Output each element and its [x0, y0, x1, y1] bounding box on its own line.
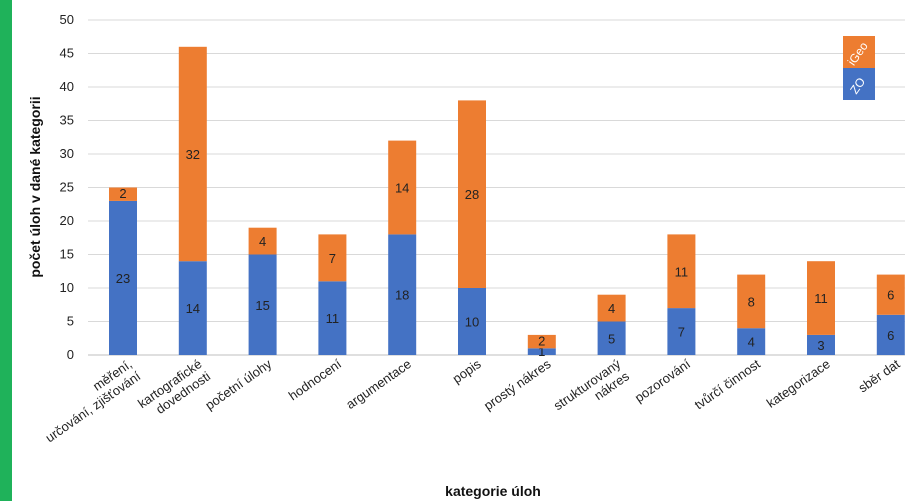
x-tick-label: sběr dat — [855, 356, 902, 395]
data-label: 4 — [608, 301, 615, 316]
data-label: 4 — [748, 335, 755, 350]
grid-lines — [88, 19, 905, 356]
green-edge-strip — [0, 0, 12, 501]
data-label: 2 — [538, 334, 545, 349]
data-label: 1 — [538, 344, 545, 359]
y-axis-title: počet úloh v dané kategorii — [27, 96, 43, 277]
x-tick-label: kategorizace — [764, 356, 833, 411]
svg-text:popis: popis — [450, 356, 484, 386]
bar-segment-igeo — [807, 261, 835, 335]
y-tick-label: 40 — [60, 79, 74, 94]
svg-text:strukturovanýnákres: strukturovanýnákres — [551, 356, 633, 426]
svg-text:pozorování: pozorování — [632, 356, 694, 405]
x-axis-title: kategorie úloh — [445, 483, 541, 499]
bar-segment-zo — [876, 314, 905, 355]
bar-segment-zo — [737, 328, 766, 355]
x-tick-labels: měření,určování, zjišťováníkartografické… — [34, 356, 903, 445]
y-tick-labels: 0 5 10 15 20 25 30 35 40 45 50 — [60, 12, 74, 362]
bar-segment-igeo — [458, 100, 486, 289]
bar-segment-zo — [458, 288, 486, 355]
bar-segment-igeo — [527, 334, 556, 349]
x-tick-label: prostý nákres — [481, 356, 554, 413]
data-label: 23 — [116, 271, 130, 286]
bar-segment-igeo — [109, 187, 137, 201]
y-tick-label: 20 — [60, 213, 74, 228]
x-tick-label: pozorování — [632, 356, 694, 405]
bar-segment-zo — [667, 308, 696, 355]
x-tick-label: strukturovanýnákres — [551, 356, 633, 426]
y-tick-label: 15 — [60, 247, 74, 262]
data-label: 10 — [465, 315, 479, 330]
bar-segment-igeo — [597, 294, 626, 322]
data-label: 18 — [395, 288, 409, 303]
y-tick-label: 45 — [60, 46, 74, 61]
svg-text:sběr dat: sběr dat — [855, 356, 902, 395]
data-label: 7 — [678, 325, 685, 340]
svg-text:tvůrčí činnost: tvůrčí činnost — [692, 356, 764, 412]
bar-segment-igeo — [178, 46, 207, 262]
x-tick-label: popis — [450, 356, 484, 386]
y-tick-label: 0 — [67, 347, 74, 362]
data-label: 14 — [395, 181, 409, 196]
svg-text:kartografickédovednosti: kartografickédovednosti — [135, 356, 213, 423]
legend-swatch-zo — [843, 68, 875, 100]
bar-segment-zo — [388, 234, 417, 355]
bar-segment-zo — [248, 254, 277, 355]
data-label: 11 — [814, 291, 828, 306]
data-label: 11 — [675, 264, 689, 279]
x-tick-label: tvůrčí činnost — [692, 356, 764, 412]
data-label: 28 — [465, 187, 479, 202]
bar-segment-igeo — [876, 274, 905, 315]
data-label: 2 — [119, 186, 126, 201]
bar-segment-zo — [178, 261, 207, 355]
svg-text:měření,určování, zjišťování: měření,určování, zjišťování — [34, 356, 144, 445]
svg-text:kategorizace: kategorizace — [764, 356, 833, 411]
data-label: 14 — [186, 301, 200, 316]
bar-segment-zo — [527, 348, 556, 355]
y-tick-label: 25 — [60, 180, 74, 195]
y-tick-label: 30 — [60, 146, 74, 161]
bar-segment-igeo — [737, 274, 766, 329]
data-label: 6 — [887, 328, 894, 343]
bar-segment-igeo — [667, 234, 696, 309]
data-label: 8 — [748, 294, 755, 309]
x-tick-label: početní úlohy — [202, 356, 274, 413]
bar-segment-igeo — [248, 227, 277, 255]
bar-segment-igeo — [388, 140, 417, 235]
y-tick-label: 50 — [60, 12, 74, 27]
x-tick-label: argumentace — [343, 356, 414, 412]
data-label: 5 — [608, 331, 615, 346]
bar-segment-zo — [807, 334, 835, 355]
y-tick-label: 35 — [60, 113, 74, 128]
bar-segment-zo — [318, 281, 347, 355]
svg-text:argumentace: argumentace — [343, 356, 414, 412]
data-label: 32 — [186, 147, 200, 162]
x-tick-label: hodnocení — [286, 356, 345, 403]
data-label: 7 — [329, 251, 336, 266]
data-label: 3 — [817, 338, 824, 353]
data-label: 15 — [255, 298, 269, 313]
y-tick-label: 5 — [67, 314, 74, 329]
svg-text:hodnocení: hodnocení — [286, 356, 345, 403]
data-label: 6 — [887, 288, 894, 303]
data-label: 11 — [326, 311, 340, 326]
svg-text:prostý nákres: prostý nákres — [481, 356, 554, 413]
y-tick-label: 10 — [60, 280, 74, 295]
legend-swatch-igeo — [843, 36, 875, 68]
svg-text:početní úlohy: početní úlohy — [202, 356, 274, 413]
bar-segment-zo — [597, 321, 626, 355]
x-tick-label: měření,určování, zjišťování — [34, 356, 144, 445]
data-label: 4 — [259, 234, 266, 249]
bar-segment-zo — [109, 200, 137, 355]
x-tick-label: kartografickédovednosti — [135, 356, 213, 423]
bar-segment-igeo — [318, 234, 347, 282]
